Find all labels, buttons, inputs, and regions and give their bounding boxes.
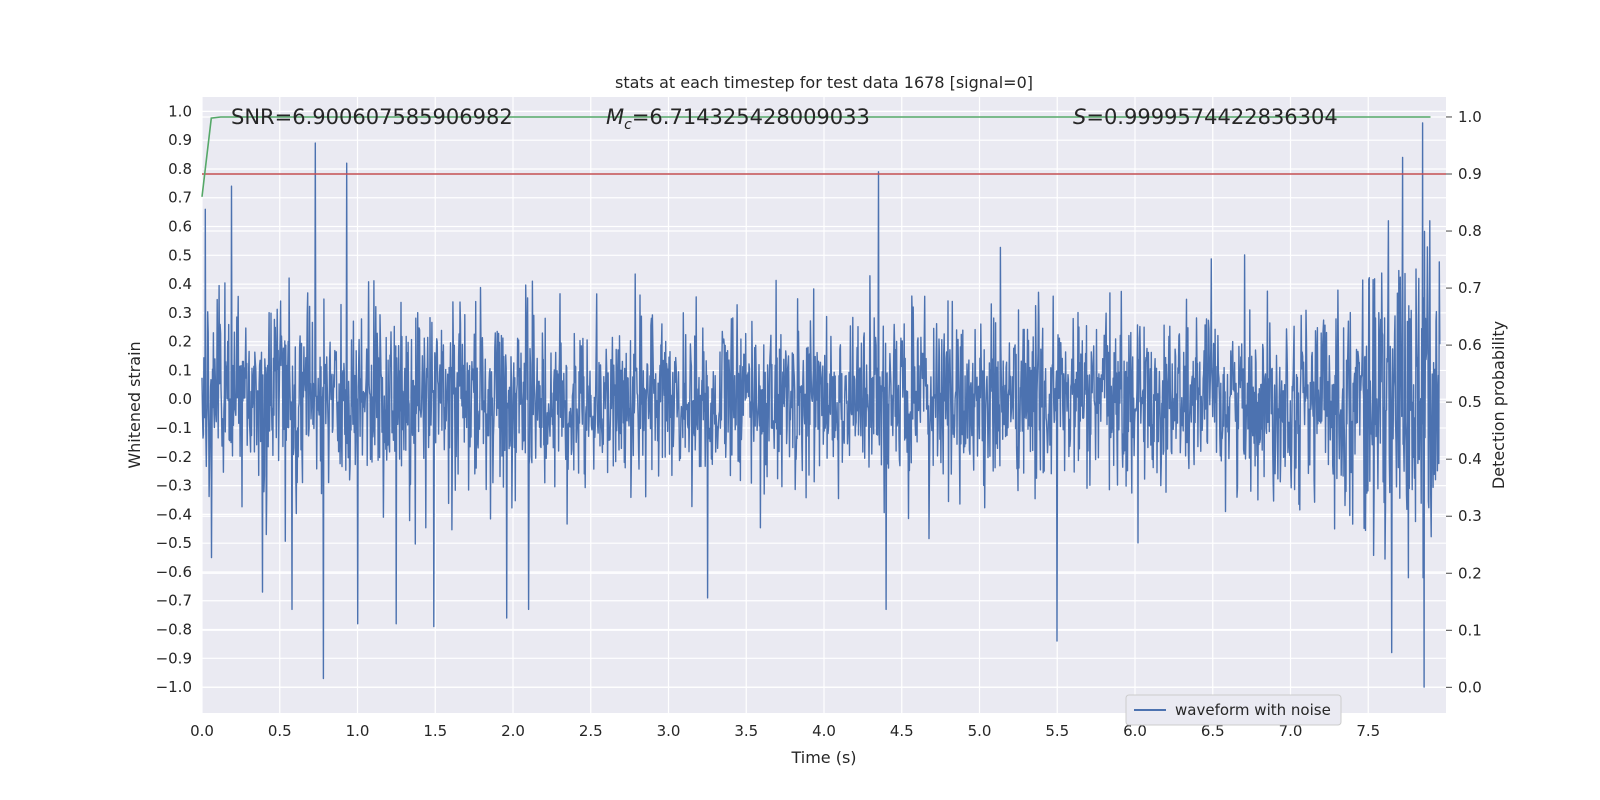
y-axis-right-label: Detection probability — [1489, 321, 1508, 489]
mc-symbol: M — [606, 105, 624, 129]
legend-box — [1125, 694, 1342, 726]
snr-annotation: SNR=6.900607585906982 — [231, 105, 513, 129]
x-tick-label: 1.0 — [346, 722, 370, 740]
x-axis-label: Time (s) — [790, 748, 856, 767]
legend-entry: waveform with noise — [1175, 701, 1331, 719]
y-left-tick-label: −0.4 — [156, 505, 192, 523]
y-left-tick-label: 0.8 — [168, 160, 192, 178]
y-right-tick-label: 1.0 — [1458, 108, 1482, 126]
y-right-tick-label: 0.7 — [1458, 279, 1482, 297]
y-left-tick-label: −0.8 — [156, 621, 192, 639]
x-tick-label: 0.5 — [268, 722, 292, 740]
x-tick-label: 3.5 — [734, 722, 758, 740]
y-left-tick-label: 1.0 — [168, 102, 192, 120]
series-probability-lines — [201, 116, 1446, 197]
ticks: 0.0 0.5 1.0 1.5 2.0 2.5 3.0 3.5 4.0 4.5 5.0 5.5 6.0 6… — [156, 102, 1482, 740]
y-right-tick-label: 0.6 — [1458, 336, 1482, 354]
x-tick-label: 4.0 — [812, 722, 836, 740]
y-left-tick-label: −0.6 — [156, 563, 192, 581]
mc-subscript: c — [624, 117, 632, 133]
y-left-tick-label: −0.5 — [156, 534, 192, 552]
y-left-tick-label: −1.0 — [156, 678, 192, 696]
grid — [201, 97, 1446, 713]
y-left-tick-label: −0.3 — [156, 477, 192, 495]
x-tick-label: 4.5 — [890, 722, 914, 740]
y-left-tick-label: −0.9 — [156, 649, 192, 667]
y-left-tick-label: −0.1 — [156, 419, 192, 437]
x-tick-label: 6.0 — [1123, 722, 1147, 740]
y-left-tick-label: 0.6 — [168, 218, 192, 236]
x-tick-label: 7.0 — [1279, 722, 1303, 740]
x-tick-label: 1.5 — [423, 722, 447, 740]
y-left-tick-label: 0.7 — [168, 189, 192, 207]
y-right-tick-label: 0.8 — [1458, 222, 1482, 240]
y-right-tick-label: 0.4 — [1458, 450, 1482, 468]
legend: waveform with noise — [1125, 694, 1342, 726]
y-axis-left-label: Whitened strain — [125, 341, 144, 468]
x-tick-label: 3.0 — [657, 722, 681, 740]
detection-probability-line — [201, 116, 1431, 197]
y-right-tick-label: 0.5 — [1458, 393, 1482, 411]
chart-title: stats at each timestep for test data 167… — [615, 73, 1033, 92]
y-left-tick-label: 0.3 — [168, 304, 192, 322]
mc-value: =6.714325428009033 — [632, 105, 870, 129]
y-right-tick-label: 0.2 — [1458, 564, 1482, 582]
score-annotation: S=0.9999574422836304 — [1073, 105, 1338, 129]
y-left-tick-label: −0.7 — [156, 592, 192, 610]
x-tick-label: 2.5 — [579, 722, 603, 740]
y-right-tick-label: 0.9 — [1458, 165, 1482, 183]
y-right-tick-label: 0.3 — [1458, 507, 1482, 525]
y-left-tick-label: 0.1 — [168, 361, 192, 379]
y-right-tick-label: 0.0 — [1458, 678, 1482, 696]
x-tick-label: 6.5 — [1201, 722, 1225, 740]
series-waveform-with-noise — [201, 122, 1441, 688]
y-left-tick-label: 0.5 — [168, 246, 192, 264]
s-symbol: S — [1073, 105, 1086, 129]
x-tick-label: 2.0 — [501, 722, 525, 740]
y-right-tick-label: 0.1 — [1458, 621, 1482, 639]
chirp-mass-annotation: Mc=6.714325428009033 — [606, 105, 870, 133]
s-value: =0.9999574422836304 — [1086, 105, 1337, 129]
y-left-tick-label: 0.9 — [168, 131, 192, 149]
y-left-tick-label: −0.2 — [156, 448, 192, 466]
y-left-tick-label: 0.0 — [168, 390, 192, 408]
y-left-tick-label: 0.4 — [168, 275, 192, 293]
x-tick-label: 7.5 — [1356, 722, 1380, 740]
x-tick-label: 0.0 — [190, 722, 214, 740]
y-left-tick-label: 0.2 — [168, 333, 192, 351]
waveform-line — [201, 122, 1441, 688]
x-tick-label: 5.5 — [1045, 722, 1069, 740]
x-tick-label: 5.0 — [968, 722, 992, 740]
